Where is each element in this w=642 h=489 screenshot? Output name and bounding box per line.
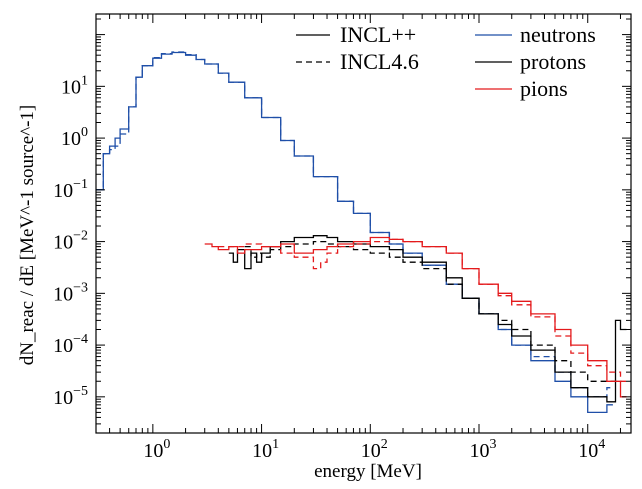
y-tick-label-exponent: −4	[73, 332, 88, 347]
y-tick-label-exponent: 1	[81, 73, 88, 88]
x-tick-label: 104	[578, 437, 605, 462]
legend-label-particle: pions	[520, 76, 568, 101]
x-tick-label-base: 10	[252, 440, 272, 462]
legend-label-particle: neutrons	[520, 22, 596, 47]
x-tick-label-exponent: 4	[598, 437, 605, 452]
y-tick-label: 10−3	[53, 280, 88, 305]
x-tick-label-exponent: 1	[272, 437, 279, 452]
x-tick-label: 100	[143, 437, 170, 462]
x-tick-label-exponent: 0	[163, 437, 170, 452]
series-protons-incl46	[244, 240, 622, 382]
y-tick-label: 10−1	[53, 177, 88, 202]
y-tick-label-exponent: −1	[73, 177, 88, 192]
x-tick-label-exponent: 2	[381, 437, 388, 452]
y-axis-label: dN_reac / dE [MeV^-1 source^-1]	[17, 105, 38, 366]
x-tick-label: 102	[361, 437, 388, 462]
y-tick-label-base: 10	[53, 283, 73, 305]
series-layer	[96, 51, 627, 414]
y-tick-label: 10−4	[53, 332, 88, 357]
y-tick-label-exponent: −2	[73, 229, 88, 244]
series-neutrons-incl46	[96, 51, 613, 398]
y-tick-label-base: 10	[53, 232, 73, 254]
ticks-layer	[95, 14, 631, 434]
series-protons-inclpp	[228, 235, 627, 403]
x-tick-label: 101	[252, 437, 279, 462]
plot-frame	[95, 13, 632, 434]
y-tick-label-exponent: −3	[73, 280, 88, 295]
legend-label-model: INCL++	[340, 22, 416, 47]
x-axis-label: energy [MeV]	[314, 461, 422, 482]
y-tick-label-base: 10	[53, 180, 73, 202]
series-pions-incl46	[218, 238, 627, 382]
y-tick-label: 10−5	[53, 384, 88, 409]
x-tick-label-base: 10	[470, 440, 490, 462]
y-tick-label-base: 10	[61, 76, 81, 98]
y-tick-label-exponent: −5	[73, 384, 88, 399]
x-tick-label: 103	[470, 437, 497, 462]
x-tick-label-base: 10	[143, 440, 163, 462]
x-tick-labels: 100 101 102 103 104	[143, 437, 605, 462]
legend-label-model: INCL4.6	[340, 49, 419, 74]
y-tick-label: 101	[61, 73, 88, 98]
y-tick-label-base: 10	[61, 128, 81, 150]
x-tick-label-exponent: 3	[490, 437, 497, 452]
x-tick-label-base: 10	[578, 440, 598, 462]
y-tick-label-base: 10	[53, 335, 73, 357]
y-tick-label: 100	[61, 125, 88, 150]
legend-label-particle: protons	[520, 49, 586, 74]
x-tick-label-base: 10	[361, 440, 381, 462]
y-tick-label-base: 10	[53, 387, 73, 409]
y-tick-label-exponent: 0	[81, 125, 88, 140]
y-tick-label: 10−2	[53, 229, 88, 254]
